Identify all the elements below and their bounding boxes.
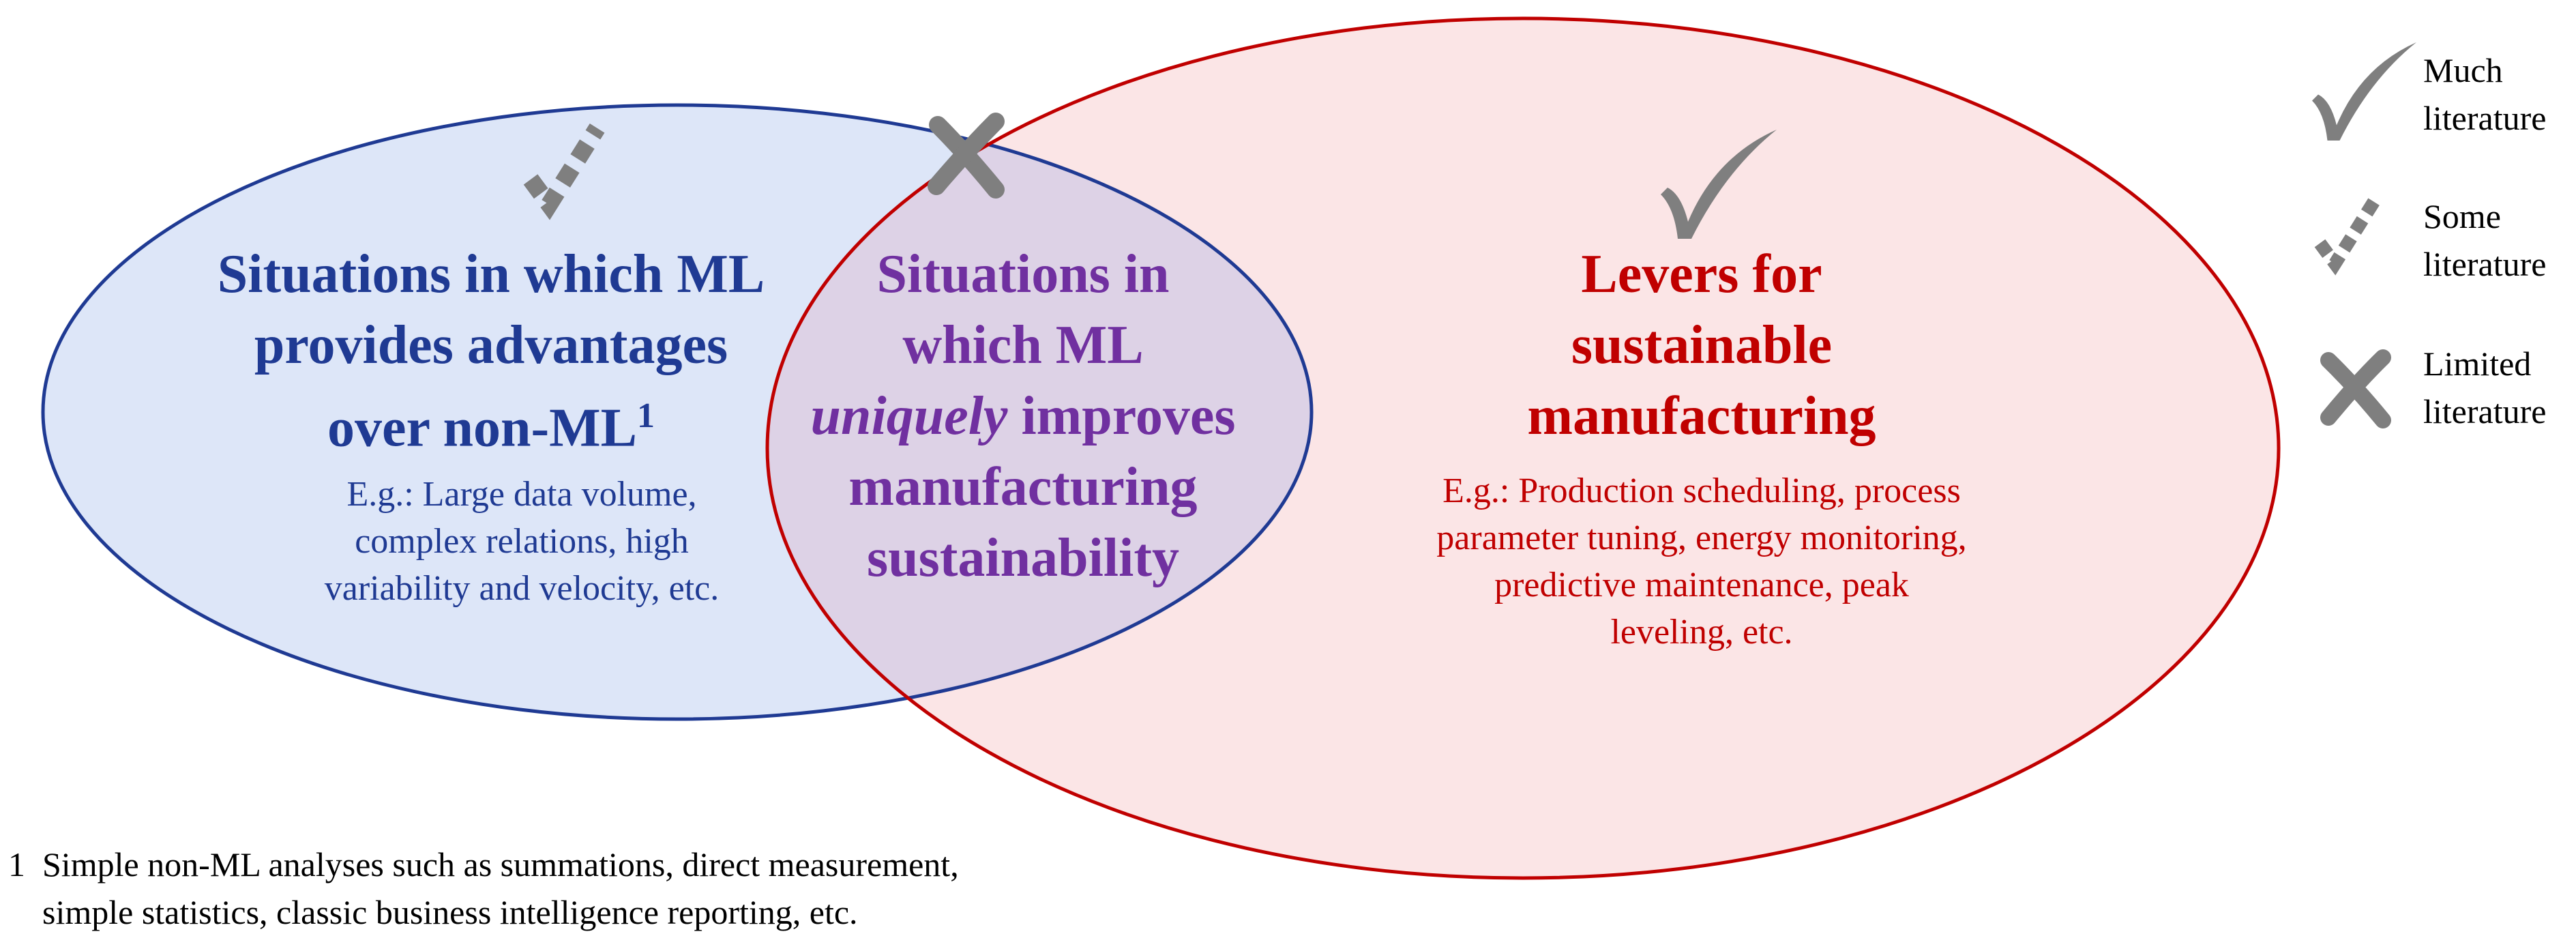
right-example-line2: parameter tuning, energy monitoring, [1436, 519, 1967, 557]
mid-heading-line3-rest: improves [1007, 386, 1236, 446]
legend-much-line1: Much [2423, 51, 2503, 89]
legend-some-label: Some literature [2423, 192, 2576, 288]
left-heading-line3-text: over non-ML [327, 398, 638, 458]
mid-heading-emphasis: uniquely [810, 386, 1008, 446]
legend-limited-line2: literature [2423, 392, 2547, 430]
mid-heading-line2: which ML [902, 315, 1144, 375]
right-set-example: E.g.: Production scheduling, process par… [1378, 467, 2026, 656]
mid-heading-line1: Situations in [876, 244, 1170, 304]
legend-some-line1: Some [2423, 197, 2501, 235]
footnote: 1 Simple non-ML analyses such as summatio… [8, 841, 1168, 936]
right-example-line1: E.g.: Production scheduling, process [1442, 471, 1961, 510]
right-heading-line2: sustainable [1571, 315, 1833, 375]
intersection-heading: Situations in which ML uniquely improves… [757, 239, 1289, 594]
right-heading-line3: manufacturing [1527, 386, 1876, 446]
check-icon [1661, 130, 1777, 239]
legend-much-icon [2312, 42, 2416, 141]
cross-icon [928, 113, 1005, 199]
right-set-outline [765, 16, 2281, 880]
legend-some-icon [2314, 198, 2380, 276]
legend-limited-label: Limited literature [2423, 340, 2576, 435]
legend-limited-line1: Limited [2423, 345, 2532, 383]
right-set-heading: Levers for sustainable manufacturing [1378, 239, 2026, 452]
footnote-line1: 1 Simple non-ML analyses such as summatio… [8, 841, 1168, 888]
left-example-line3: variability and velocity, etc. [324, 569, 720, 608]
legend-much-label: Much literature [2423, 46, 2576, 142]
left-set-outline [41, 103, 1314, 721]
left-heading-line3: over non-ML1 [164, 381, 818, 464]
left-heading-line2: provides advantages [254, 315, 728, 375]
mid-heading-line5: sustainability [867, 528, 1179, 588]
legend-much-line2: literature [2423, 99, 2547, 137]
footnote-text-line1: Simple non-ML analyses such as summation… [42, 845, 959, 884]
footnote-marker: 1 [8, 845, 25, 884]
right-heading-line1: Levers for [1581, 244, 1822, 304]
left-set-example: E.g.: Large data volume, complex relatio… [273, 471, 771, 612]
mid-heading-line4: manufacturing [848, 457, 1198, 517]
legend-limited-icon [2320, 349, 2391, 428]
left-heading-line1: Situations in which ML [217, 244, 765, 304]
dashed-check-icon [523, 123, 605, 220]
footnote-text-line2: simple statistics, classic business inte… [42, 893, 858, 931]
left-set-heading: Situations in which ML provides advantag… [164, 239, 818, 464]
left-example-line1: E.g.: Large data volume, [346, 475, 697, 514]
right-example-line3: predictive maintenance, peak [1494, 566, 1909, 604]
legend-some-line2: literature [2423, 245, 2547, 283]
footnote-ref: 1 [637, 396, 655, 435]
right-example-line4: leveling, etc. [1610, 613, 1793, 652]
left-example-line2: complex relations, high [355, 522, 689, 561]
mid-heading-line3: uniquely improves [757, 381, 1289, 452]
